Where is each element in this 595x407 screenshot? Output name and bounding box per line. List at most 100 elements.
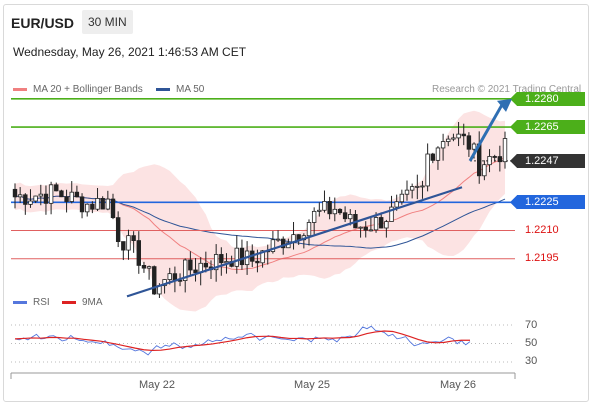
- rsi-ma-line: [14, 330, 470, 352]
- candle-body: [234, 247, 239, 267]
- candle-body: [17, 194, 23, 198]
- candle-body: [409, 186, 415, 191]
- candle-body: [270, 239, 276, 252]
- chart-timestamp: Wednesday, May 26, 2021 1:46:53 AM CET: [13, 45, 247, 59]
- candle-body: [12, 188, 18, 198]
- interval-badge[interactable]: 30 MIN: [82, 10, 133, 34]
- level-label-minor-support-1: 1.2210: [525, 223, 559, 236]
- candle-body: [348, 214, 353, 220]
- candle-body: [368, 229, 374, 232]
- candle-body: [317, 209, 322, 212]
- projection-arrow-shaft: [468, 104, 504, 162]
- candle-body: [38, 193, 43, 197]
- legend-ma50-label: MA 50: [176, 84, 205, 95]
- candle-body: [121, 241, 126, 251]
- candle-body: [466, 135, 472, 150]
- legend-bollinger: MA 20 + Bollinger Bands: [13, 84, 143, 95]
- rsi-tick-label: 30: [525, 355, 538, 367]
- chart-frame: [3, 4, 589, 402]
- x-tick-label: May 22: [138, 379, 176, 391]
- level-label-resistance-1: 1.2280: [517, 91, 585, 106]
- candle-body: [446, 138, 451, 142]
- candle-body: [64, 196, 69, 202]
- rsi-swatch: [13, 301, 27, 304]
- level-label-notch: [510, 91, 517, 106]
- candle-body: [430, 153, 435, 161]
- rsi-line: [14, 325, 471, 356]
- candle-body: [487, 156, 492, 166]
- candle-body: [415, 185, 420, 188]
- x-tick-label: May 25: [293, 379, 331, 391]
- candle-body: [136, 240, 141, 266]
- candle-body: [152, 266, 157, 295]
- symbol-title: EUR/USD: [11, 15, 75, 31]
- bollinger-swatch: [13, 88, 27, 91]
- candle-body: [425, 153, 430, 187]
- candle-body: [275, 238, 281, 241]
- candle-body: [239, 247, 245, 266]
- candle-body: [23, 194, 28, 205]
- candle-body: [404, 189, 410, 195]
- rsi-ma-swatch: [62, 301, 76, 304]
- candle-body: [358, 226, 363, 229]
- level-label-resistance-2: 1.2265: [517, 120, 585, 135]
- level-label-current: 1.2247: [517, 153, 585, 168]
- candle-body: [337, 208, 343, 214]
- credit-text: Research © 2021 Trading Central: [432, 84, 582, 95]
- candle-body: [141, 265, 147, 269]
- candle-body: [456, 133, 461, 139]
- candle-body: [224, 261, 229, 264]
- level-label-notch: [510, 120, 517, 135]
- ma50-swatch: [156, 88, 170, 91]
- level-label-notch: [510, 153, 517, 168]
- candle-body: [193, 269, 198, 274]
- level-label-minor-support-2: 1.2195: [525, 251, 559, 264]
- level-label-notch: [510, 195, 517, 210]
- candle-body: [110, 198, 116, 219]
- candle-body: [327, 201, 332, 215]
- candle-body: [213, 254, 219, 271]
- candle-body: [54, 184, 59, 192]
- candle-body: [69, 191, 74, 202]
- candle-body: [183, 259, 188, 281]
- candle-body: [471, 143, 477, 150]
- rsi-tick-label: 70: [525, 319, 538, 331]
- legend-rsi: RSI: [13, 297, 50, 308]
- candle-body: [379, 217, 384, 229]
- rsi-tick-label: 50: [525, 337, 538, 349]
- candle-body: [255, 260, 260, 264]
- candle-body: [306, 222, 312, 237]
- candle-body: [95, 198, 100, 210]
- projection-arrow-head: [497, 98, 512, 112]
- candle-body: [105, 198, 111, 210]
- candle-body: [90, 203, 95, 210]
- candle-body: [322, 201, 327, 211]
- candle-body: [48, 184, 54, 204]
- candle-body: [389, 206, 394, 222]
- candle-body: [461, 133, 466, 137]
- candle-body: [100, 198, 105, 210]
- candle-body: [79, 196, 85, 213]
- legend-rsi-label: RSI: [33, 297, 50, 308]
- candle-body: [85, 203, 90, 213]
- candle-body: [502, 138, 508, 163]
- candle-body: [394, 201, 399, 208]
- candle-body: [440, 141, 446, 149]
- candle-body: [167, 273, 172, 280]
- candle-body: [497, 156, 503, 163]
- legend-ma50: MA 50: [156, 84, 204, 95]
- candle-body: [126, 235, 131, 251]
- candle-body: [451, 137, 456, 140]
- candle-body: [59, 190, 64, 198]
- candle-body: [482, 164, 487, 177]
- candle-body: [146, 266, 152, 269]
- level-label-support: 1.2225: [517, 195, 585, 210]
- candle-body: [188, 259, 193, 271]
- candle-body: [435, 147, 441, 161]
- candle-body: [219, 254, 224, 264]
- candle-body: [33, 195, 38, 202]
- candle-body: [281, 238, 286, 249]
- legend-rsi-ma-label: 9MA: [82, 297, 103, 308]
- candle-body: [342, 212, 348, 220]
